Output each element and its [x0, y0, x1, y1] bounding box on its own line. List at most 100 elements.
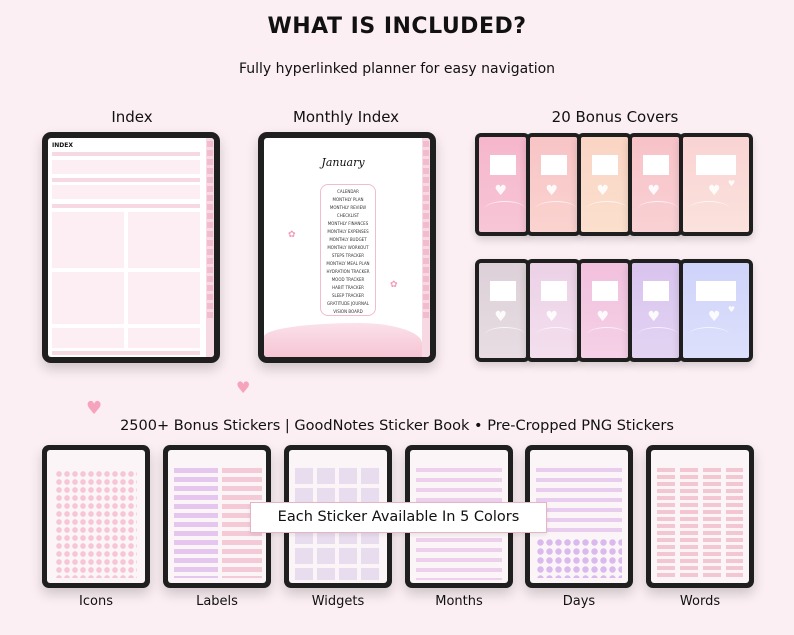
index-list-block — [52, 212, 124, 268]
swirl-decoration — [536, 201, 576, 216]
heart-icon: ♥ — [545, 183, 559, 199]
day-circle-grid — [536, 538, 622, 578]
sticker-screen — [651, 450, 749, 583]
heart-icon: ♥ — [647, 309, 661, 325]
flower-icon: ✿ — [288, 230, 296, 240]
heart-icon: ♥ — [596, 183, 610, 199]
monthly-side-tabs[interactable] — [422, 138, 430, 357]
monthly-link-item[interactable]: HABIT TRACKER — [332, 285, 364, 290]
cover-label-box — [696, 281, 736, 301]
colors-banner: Each Sticker Available In 5 Colors — [250, 502, 547, 533]
index-tablet: INDEX — [42, 132, 220, 363]
index-screen: INDEX — [48, 138, 214, 357]
monthly-link-item[interactable]: CHECKLIST — [336, 213, 360, 218]
monthly-tablet: January CALENDAR MONTHLY PLAN MONTHLY RE… — [258, 132, 436, 363]
icon-sticker-grid — [55, 470, 137, 578]
index-list-block — [52, 328, 124, 348]
caption-months: Months — [435, 594, 483, 609]
swirl-decoration — [638, 327, 678, 342]
cover-label-box — [642, 281, 669, 301]
cover-label-box — [540, 155, 567, 175]
heart-icon: ♥ — [86, 398, 103, 419]
cover-face: ♥ — [581, 137, 628, 232]
page-subtitle: Fully hyperlinked planner for easy navig… — [238, 61, 556, 77]
index-list-block — [128, 212, 200, 268]
monthly-link-item[interactable]: MONTHLY FINANCES — [327, 221, 369, 226]
cover-thumbnail[interactable]: ♥ ♥ — [679, 259, 753, 362]
swirl-decoration — [587, 327, 627, 342]
monthly-link-item[interactable]: MONTHLY BUDGET — [329, 237, 367, 242]
swirl-decoration — [485, 201, 525, 216]
heart-icon: ♥ — [727, 179, 735, 188]
monthly-page-title: January — [321, 156, 365, 169]
index-header-band — [52, 178, 200, 182]
heart-icon: ♥ — [236, 378, 251, 397]
label-sticker-column — [174, 468, 218, 578]
cover-label-box — [696, 155, 736, 175]
heart-icon: ♥ — [708, 183, 721, 199]
swirl-decoration — [485, 327, 525, 342]
cover-thumbnail[interactable]: ♥ — [577, 133, 632, 236]
heart-icon: ♥ — [545, 309, 559, 325]
monthly-link-item[interactable]: STEPS TRACKER — [331, 253, 365, 258]
day-sticker-list — [536, 468, 622, 534]
index-list-block — [128, 272, 200, 324]
swirl-decoration — [587, 201, 627, 216]
index-list-block — [128, 328, 200, 348]
caption-widgets: Widgets — [311, 594, 365, 609]
cover-face: ♥ — [581, 263, 628, 358]
monthly-link-item[interactable]: MONTHLY PLAN — [332, 197, 364, 202]
monthly-link-item[interactable]: MONTHLY MEAL PLAN — [326, 261, 370, 266]
cover-thumbnail[interactable]: ♥ — [577, 259, 632, 362]
cover-thumbnail[interactable]: ♥ — [526, 133, 581, 236]
index-side-tabs[interactable] — [206, 138, 214, 357]
sticker-book-words[interactable] — [646, 445, 754, 588]
swirl-decoration — [689, 327, 729, 342]
cover-thumbnail[interactable]: ♥ — [526, 259, 581, 362]
covers-section-label: 20 Bonus Covers — [551, 108, 679, 126]
cover-label-box — [540, 281, 567, 301]
heart-icon: ♥ — [727, 305, 735, 314]
cover-face: ♥ — [479, 137, 526, 232]
monthly-link-item[interactable]: HYDRATION TRACKER — [326, 269, 370, 274]
index-header-band — [52, 152, 200, 156]
monthly-screen: January CALENDAR MONTHLY PLAN MONTHLY RE… — [264, 138, 430, 357]
cover-face: ♥ ♥ — [683, 137, 749, 232]
index-row-block — [52, 185, 200, 199]
cover-face: ♥ — [530, 263, 577, 358]
swirl-decoration — [536, 327, 576, 342]
monthly-link-item[interactable]: MONTHLY WORKOUT — [327, 245, 369, 250]
page-title: WHAT IS INCLUDED? — [267, 14, 527, 39]
caption-labels: Labels — [196, 594, 238, 609]
cover-thumbnail[interactable]: ♥ — [628, 259, 683, 362]
heart-icon: ♥ — [647, 183, 661, 199]
monthly-link-item[interactable]: GRATITUDE JOURNAL — [326, 301, 369, 306]
index-section-label: Index — [111, 108, 153, 126]
sticker-book-icons[interactable] — [42, 445, 150, 588]
heart-icon: ♥ — [708, 309, 721, 325]
monthly-link-item[interactable]: SLEEP TRACKER — [332, 293, 364, 298]
cover-face: ♥ — [632, 137, 679, 232]
cover-thumbnail[interactable]: ♥ ♥ — [679, 133, 753, 236]
monthly-link-item[interactable]: VISION BOARD — [333, 309, 363, 314]
swirl-decoration — [638, 201, 678, 216]
cover-face: ♥ ♥ — [683, 263, 749, 358]
sticker-screen — [168, 450, 266, 583]
monthly-link-item[interactable]: CALENDAR — [337, 189, 359, 194]
monthly-link-item[interactable]: MONTHLY REVIEW — [329, 205, 367, 210]
cover-face: ♥ — [632, 263, 679, 358]
index-header-band — [52, 204, 200, 208]
cover-thumbnail[interactable]: ♥ — [475, 259, 530, 362]
cover-thumbnail[interactable]: ♥ — [628, 133, 683, 236]
cover-label-box — [642, 155, 669, 175]
sticker-screen — [47, 450, 145, 583]
word-sticker-grid — [657, 468, 743, 580]
index-list-block — [52, 272, 124, 324]
heart-icon: ♥ — [596, 309, 610, 325]
monthly-link-item[interactable]: MOOD TRACKER — [331, 277, 365, 282]
cover-thumbnail[interactable]: ♥ — [475, 133, 530, 236]
index-row-block — [52, 160, 200, 174]
cover-label-box — [489, 281, 516, 301]
caption-words: Words — [679, 594, 721, 609]
monthly-link-item[interactable]: MONTHLY EXPENSES — [327, 229, 369, 234]
